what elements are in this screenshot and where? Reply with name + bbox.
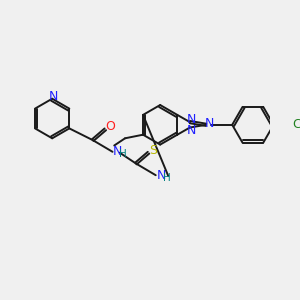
Text: S: S [149, 143, 157, 157]
Text: O: O [105, 120, 115, 133]
Text: N: N [113, 145, 123, 158]
Text: N: N [187, 124, 196, 137]
Text: H: H [119, 149, 127, 160]
Text: N: N [156, 169, 166, 182]
Text: N: N [205, 117, 214, 130]
Text: N: N [48, 90, 58, 104]
Text: Cl: Cl [293, 118, 300, 131]
Text: N: N [187, 113, 196, 126]
Text: H: H [163, 173, 170, 183]
